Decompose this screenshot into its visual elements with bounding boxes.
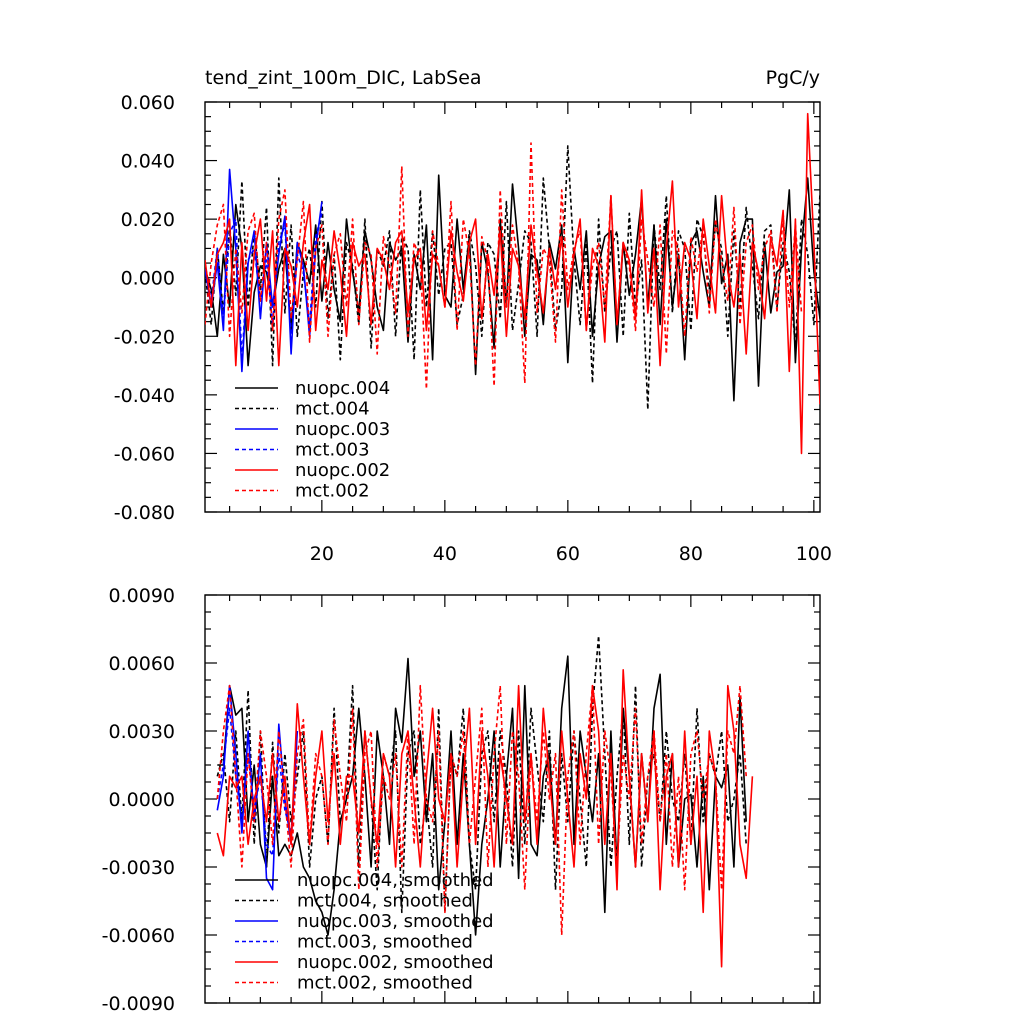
bottom-y-tick-label: 0.0060 (109, 653, 175, 675)
top-legend-label: mct.003 (295, 440, 370, 461)
bottom-y-tick-label: -0.0030 (102, 857, 175, 879)
top-x-tick-label: 60 (556, 543, 580, 565)
bottom-legend-label: nuopc.004, smoothed (297, 870, 494, 891)
chart-title: tend_zint_100m_DIC, LabSea (205, 67, 482, 89)
bottom-series-line-nuopc-004-smoothed (217, 655, 747, 936)
top-legend-label: nuopc.003 (295, 419, 390, 440)
top-series-line-nuopc-002 (205, 112, 820, 455)
top-y-tick-label: 0.040 (121, 151, 175, 173)
top-y-tick-label: -0.060 (114, 443, 175, 465)
top-y-tick-label: 0.020 (121, 209, 175, 231)
bottom-legend-label: mct.004, smoothed (297, 891, 473, 912)
bottom-y-tick-label: 0.0090 (109, 585, 175, 607)
top-series-line-mct-004 (205, 145, 820, 411)
bottom-legend-label: mct.003, smoothed (297, 932, 473, 953)
top-legend-label: nuopc.004 (295, 378, 390, 399)
chart-units: PgC/y (766, 67, 820, 89)
bottom-plot-panel: 0.0090 0.0060 0.0030 0.0000 -0.0030 -0.0060 -0… (102, 585, 821, 1015)
top-series-line-mct-003 (205, 213, 323, 361)
top-y-tick-label: -0.080 (114, 502, 175, 524)
top-legend-label: mct.002 (295, 481, 370, 502)
bottom-y-tick-label: 0.0000 (109, 789, 175, 811)
top-legend-label: nuopc.002 (295, 460, 390, 481)
top-y-tick-label: 0.000 (121, 268, 175, 290)
top-y-tick-label: -0.040 (114, 385, 175, 407)
bottom-y-tick-label: -0.0090 (102, 993, 175, 1015)
top-x-tick-label: 40 (433, 543, 457, 565)
bottom-series-line-mct-003-smoothed (216, 707, 299, 857)
top-plot-panel: 0.060 0.040 0.020 0.000 -0.020 -0.040 -0.060 -0… (114, 92, 832, 565)
top-x-tick-label: 20 (310, 543, 334, 565)
top-y-tick-label: 0.060 (121, 92, 175, 114)
bottom-legend-label: mct.002, smoothed (297, 973, 473, 994)
top-y-tick-label: -0.020 (114, 326, 175, 348)
bottom-y-tick-label: 0.0030 (109, 721, 175, 743)
top-x-tick-label: 80 (679, 543, 703, 565)
top-series-line-nuopc-004 (205, 174, 820, 402)
top-x-tick-label: 100 (796, 543, 832, 565)
bottom-legend-label: nuopc.003, smoothed (297, 911, 494, 932)
top-series-line-mct-002 (205, 142, 803, 390)
bottom-series-line-mct-002-smoothed (216, 684, 747, 936)
bottom-legend-label: nuopc.002, smoothed (297, 952, 494, 973)
bottom-y-tick-label: -0.0060 (102, 925, 175, 947)
top-legend-label: mct.004 (295, 399, 370, 420)
bottom-series-line-nuopc-002-smoothed (216, 668, 754, 968)
